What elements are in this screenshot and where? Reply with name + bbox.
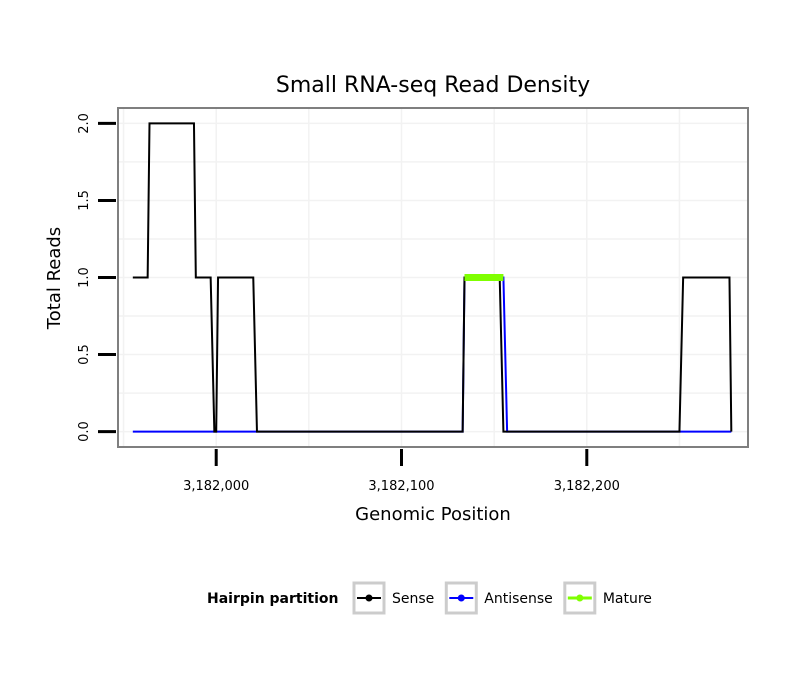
x-axis: 3,182,000 3,182,100 3,182,200 <box>183 449 620 494</box>
x-axis-title: Genomic Position <box>355 504 511 525</box>
legend-item-sense: Sense <box>352 581 434 615</box>
legend-label: Antisense <box>484 591 553 607</box>
y-tick-label: 1.5 <box>77 190 92 211</box>
y-tick-label: 2.0 <box>77 113 92 134</box>
series-line-sense <box>132 122 733 433</box>
y-tick-label: 0.0 <box>77 421 92 442</box>
series-lines <box>132 122 733 433</box>
legend-key-point <box>457 594 465 602</box>
x-tick-label: 3,182,200 <box>554 479 620 494</box>
legend: Hairpin partition Sense Antisense Mature <box>207 581 652 615</box>
legend-label: Sense <box>392 591 434 607</box>
legend-label: Mature <box>603 591 652 607</box>
y-tick-label: 0.5 <box>77 344 92 365</box>
x-tick-label: 3,182,000 <box>183 479 249 494</box>
legend-key-point <box>365 594 373 602</box>
y-axis-title: Total Reads <box>44 227 65 330</box>
legend-item-mature: Mature <box>563 581 652 615</box>
legend-item-antisense: Antisense <box>444 581 553 615</box>
y-tick-label: 1.0 <box>77 267 92 288</box>
chart-title: Small RNA-seq Read Density <box>276 73 590 98</box>
legend-items: Sense Antisense Mature <box>352 581 652 615</box>
y-axis: 0.0 0.5 1.0 1.5 2.0 <box>77 113 116 442</box>
legend-key-point <box>576 594 584 602</box>
x-tick-label: 3,182,100 <box>368 479 434 494</box>
plot-frame <box>117 107 749 448</box>
legend-title: Hairpin partition <box>207 591 338 607</box>
